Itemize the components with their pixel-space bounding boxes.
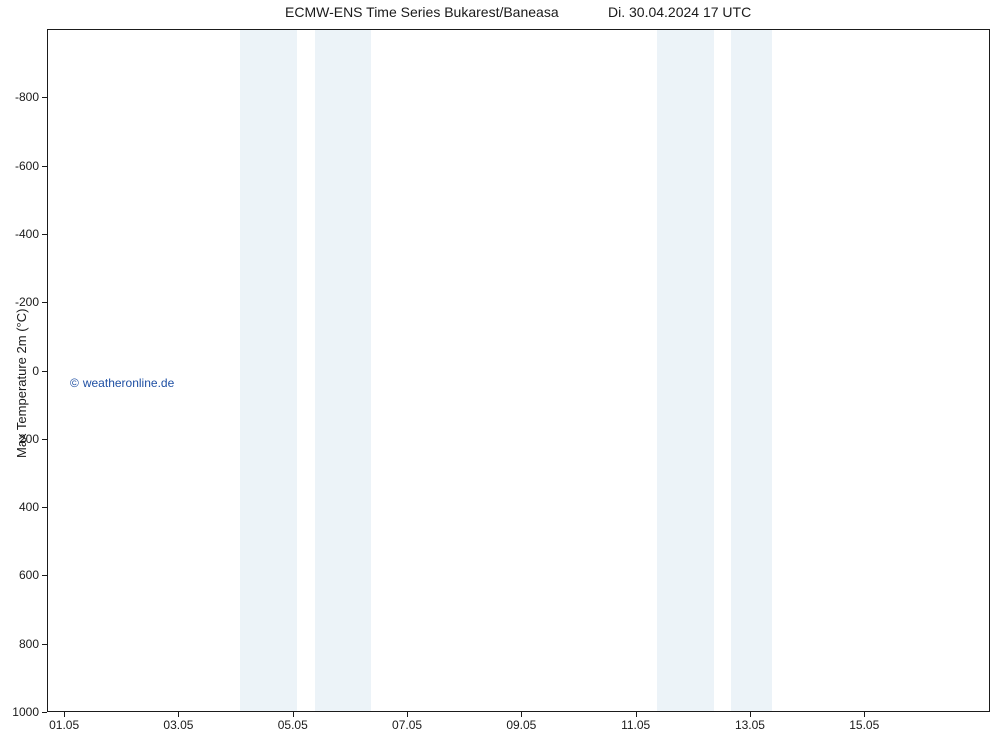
x-tick-mark — [750, 712, 751, 717]
weekend-band — [657, 30, 714, 711]
y-tick-mark — [42, 302, 47, 303]
watermark-text: weatheronline.de — [83, 376, 174, 390]
x-tick-label: 01.05 — [49, 718, 79, 732]
y-tick-mark — [42, 166, 47, 167]
y-tick-mark — [42, 712, 47, 713]
weekend-band — [731, 30, 772, 711]
watermark: © weatheronline.de — [70, 376, 174, 390]
plot-area — [47, 29, 990, 712]
y-tick-label: 0 — [0, 364, 39, 378]
x-tick-mark — [293, 712, 294, 717]
x-tick-label: 03.05 — [163, 718, 193, 732]
x-tick-mark — [178, 712, 179, 717]
y-tick-label: -400 — [0, 227, 39, 241]
y-tick-label: -800 — [0, 90, 39, 104]
copyright-symbol: © — [70, 376, 79, 390]
y-tick-label: 200 — [0, 432, 39, 446]
y-tick-label: -600 — [0, 159, 39, 173]
x-tick-mark — [521, 712, 522, 717]
y-tick-mark — [42, 439, 47, 440]
x-tick-mark — [407, 712, 408, 717]
y-tick-label: 1000 — [0, 705, 39, 719]
y-tick-mark — [42, 97, 47, 98]
x-tick-label: 11.05 — [621, 718, 650, 732]
chart-container: ECMW-ENS Time Series Bukarest/Baneasa Di… — [0, 0, 1000, 733]
y-tick-mark — [42, 234, 47, 235]
weekend-band — [315, 30, 372, 711]
y-tick-label: -200 — [0, 295, 39, 309]
y-tick-mark — [42, 644, 47, 645]
x-tick-label: 13.05 — [735, 718, 765, 732]
x-tick-label: 09.05 — [506, 718, 536, 732]
y-tick-label: 800 — [0, 637, 39, 651]
y-tick-label: 600 — [0, 568, 39, 582]
x-tick-mark — [636, 712, 637, 717]
chart-title-left: ECMW-ENS Time Series Bukarest/Baneasa — [285, 4, 559, 20]
y-tick-mark — [42, 371, 47, 372]
x-tick-mark — [64, 712, 65, 717]
x-tick-label: 07.05 — [392, 718, 422, 732]
y-tick-mark — [42, 507, 47, 508]
y-tick-mark — [42, 575, 47, 576]
chart-title-right: Di. 30.04.2024 17 UTC — [608, 4, 751, 20]
weekend-band — [240, 30, 297, 711]
x-tick-label: 05.05 — [278, 718, 308, 732]
x-tick-mark — [864, 712, 865, 717]
x-tick-label: 15.05 — [849, 718, 879, 732]
y-tick-label: 400 — [0, 500, 39, 514]
